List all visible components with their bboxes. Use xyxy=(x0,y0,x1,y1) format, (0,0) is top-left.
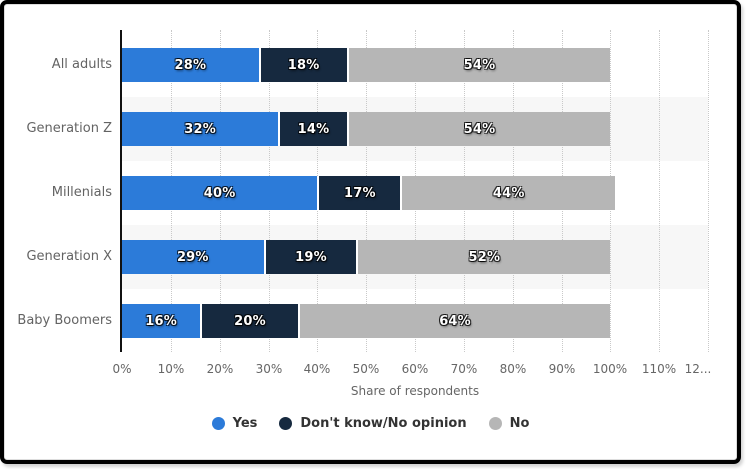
legend-item-yes[interactable]: Yes xyxy=(211,416,258,431)
data-label: 52% xyxy=(468,249,501,265)
bar-segment-don-t-know-no-opinion[interactable]: 19% xyxy=(263,240,357,274)
data-label: 64% xyxy=(439,313,471,329)
data-label: 40% xyxy=(203,185,236,201)
data-label: 32% xyxy=(184,121,216,137)
x-tick-label: 80% xyxy=(499,362,527,376)
legend-marker-icon xyxy=(211,417,225,430)
data-label: 29% xyxy=(176,249,209,265)
bar-segment-no[interactable]: 44% xyxy=(400,176,616,210)
x-tick-label: 60% xyxy=(401,362,429,376)
legend-label: Yes xyxy=(232,416,258,431)
x-tick-label: 20% xyxy=(206,362,234,376)
x-tick-label: 12... xyxy=(684,362,712,376)
x-tick-label: 100% xyxy=(592,362,628,376)
bar-segment-no[interactable]: 64% xyxy=(297,304,611,338)
bar-segment-no[interactable]: 54% xyxy=(346,112,611,146)
category-label: Baby Boomers xyxy=(17,313,112,328)
data-label: 54% xyxy=(463,121,496,137)
x-tick-label: 70% xyxy=(450,362,478,376)
legend-marker-icon xyxy=(488,417,502,430)
category-label: Generation Z xyxy=(26,121,112,136)
bar-segment-don-t-know-no-opinion[interactable]: 20% xyxy=(200,304,298,338)
chart-card: All adults 28% 18% 54% Generation Z 32% 14% 54%… xyxy=(0,30,741,431)
bar-segment-yes[interactable]: 28% xyxy=(122,48,259,82)
stacked-bar-all-adults: 28% 18% 54% xyxy=(122,48,611,82)
data-label: 28% xyxy=(174,57,207,73)
gridline xyxy=(659,30,660,352)
data-label: 16% xyxy=(145,313,177,329)
data-label: 14% xyxy=(297,121,330,137)
category-label: Generation X xyxy=(26,249,112,264)
category-label: All adults xyxy=(51,57,112,72)
x-axis-title: Share of respondents xyxy=(350,384,480,398)
legend-label: Don't know/No opinion xyxy=(300,416,467,431)
bar-segment-don-t-know-no-opinion[interactable]: 14% xyxy=(278,112,347,146)
category-label: Millenials xyxy=(51,185,112,200)
data-label: 44% xyxy=(492,185,525,201)
bar-segment-no[interactable]: 54% xyxy=(346,48,611,82)
legend-item-no[interactable]: No xyxy=(488,416,530,431)
gridline xyxy=(708,30,709,352)
stacked-bar-generation-z: 32% 14% 54% xyxy=(122,112,611,146)
legend-item-don-t-know-no-opinion[interactable]: Don't know/No opinion xyxy=(279,416,467,431)
bar-segment-no[interactable]: 52% xyxy=(356,240,611,274)
x-tick-label: 10% xyxy=(157,362,185,376)
stacked-bar-baby-boomers: 16% 20% 64% xyxy=(122,304,611,338)
legend-label: No xyxy=(509,416,530,431)
data-label: 20% xyxy=(234,313,266,329)
y-axis-line xyxy=(120,30,122,352)
bar-segment-yes[interactable]: 29% xyxy=(122,240,264,274)
bar-segment-yes[interactable]: 16% xyxy=(122,304,201,338)
x-tick-label: 30% xyxy=(255,362,283,376)
data-label: 54% xyxy=(463,57,496,73)
bar-segment-don-t-know-no-opinion[interactable]: 18% xyxy=(258,48,347,82)
data-label: 19% xyxy=(295,249,327,265)
stacked-bar-millenials: 40% 17% 44% xyxy=(122,176,616,210)
x-tick-label: 90% xyxy=(548,362,576,376)
bar-segment-don-t-know-no-opinion[interactable]: 17% xyxy=(317,176,401,210)
x-tick-label: 40% xyxy=(303,362,331,376)
stacked-bar-generation-x: 29% 19% 52% xyxy=(122,240,611,274)
bar-segment-yes[interactable]: 32% xyxy=(122,112,279,146)
legend: Yes Don't know/No opinion No xyxy=(0,416,741,431)
data-label: 17% xyxy=(343,185,376,201)
data-label: 18% xyxy=(287,57,320,73)
legend-marker-icon xyxy=(279,417,293,430)
x-tick-label: 50% xyxy=(352,362,380,376)
bar-segment-yes[interactable]: 40% xyxy=(122,176,318,210)
x-tick-label: 110% xyxy=(641,362,677,376)
x-tick-label: 0% xyxy=(112,362,132,376)
